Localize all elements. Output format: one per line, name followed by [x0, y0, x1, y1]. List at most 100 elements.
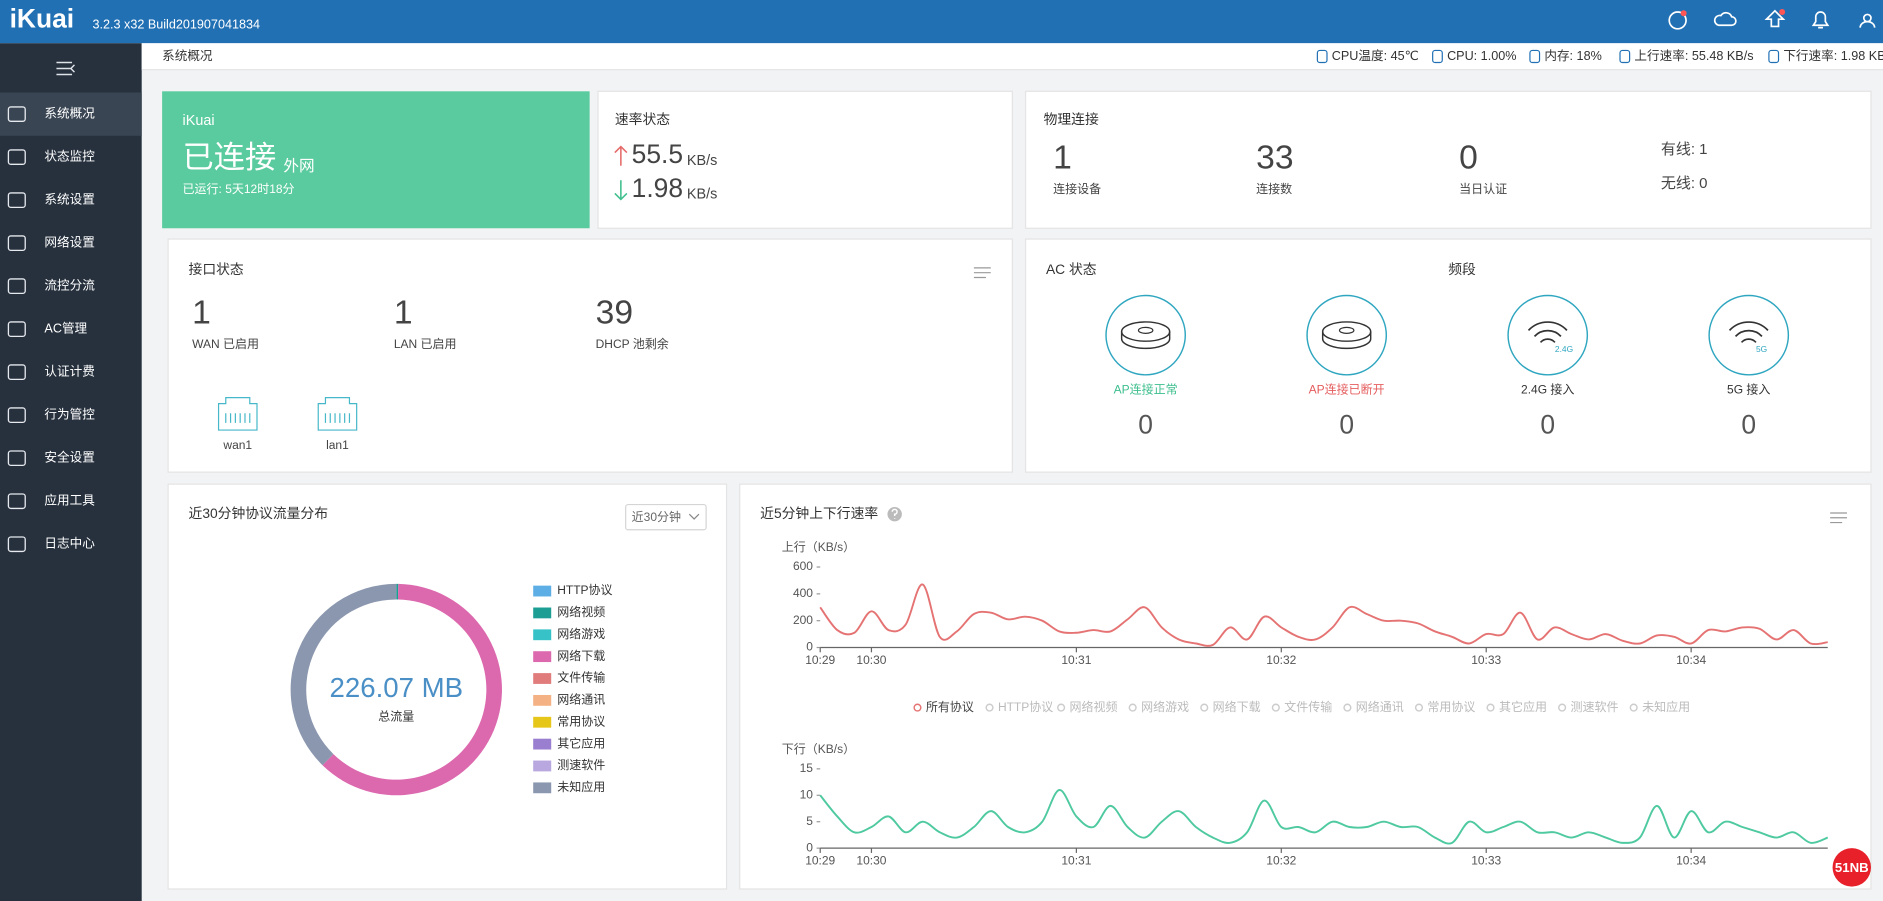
y-tick-label: 0	[806, 640, 813, 654]
unit: KB/s	[687, 186, 717, 202]
menu-item[interactable]: 流控分流	[44, 278, 95, 292]
speed-card	[739, 483, 1872, 890]
badge-dot	[1680, 10, 1687, 17]
legend-label[interactable]: HTTP协议	[998, 699, 1053, 714]
legend-label[interactable]: 网络游戏	[557, 626, 605, 641]
uptime: 已运行: 5天12时18分	[183, 182, 295, 196]
band-badge: 5G	[1756, 344, 1767, 354]
active-item	[0, 92, 142, 136]
legend-label[interactable]: 其它应用	[557, 735, 605, 750]
menu-item[interactable]: 应用工具	[44, 493, 95, 508]
menu-icon	[7, 321, 26, 338]
connection-card	[162, 91, 590, 229]
legend-label[interactable]: HTTP协议	[557, 582, 612, 597]
ac-label: AP连接正常	[1114, 382, 1178, 397]
top-icons	[1668, 9, 1876, 30]
legend-label[interactable]: 网络下载	[557, 648, 605, 663]
wireless: 无线: 0	[1661, 175, 1708, 192]
menu-item[interactable]: 网络设置	[44, 234, 94, 249]
legend-marker	[1057, 703, 1066, 712]
menu-item[interactable]: 行为管控	[44, 408, 95, 422]
interface-card	[167, 238, 1013, 473]
legend-label[interactable]: 网络游戏	[1141, 699, 1189, 714]
legend-label[interactable]: 网络视频	[1070, 699, 1118, 714]
legend-label[interactable]: 网络视频	[557, 604, 605, 619]
bell-icon[interactable]	[1811, 11, 1830, 29]
menu-icon	[7, 536, 26, 553]
legend-swatch	[533, 651, 552, 663]
legend-label[interactable]: 测速软件	[1571, 700, 1619, 714]
legend-swatch	[533, 629, 552, 641]
stat-value: 0	[1459, 140, 1478, 177]
legend-label[interactable]: 网络通讯	[1356, 699, 1404, 714]
menu-item[interactable]: 状态监控	[44, 149, 95, 163]
menu-item[interactable]: 系统概况	[44, 106, 95, 120]
router-icon	[1321, 331, 1372, 350]
stat-label: WAN 已启用	[192, 337, 259, 351]
legend-label[interactable]: 文件传输	[557, 670, 605, 685]
legend-label[interactable]: 未知应用	[557, 779, 605, 794]
stat-value: 1	[394, 295, 413, 332]
y-tick-label: 5	[806, 814, 813, 828]
stat-label: 连接设备	[1053, 181, 1101, 196]
ac-icon	[1708, 294, 1790, 376]
menu-item[interactable]: 认证计费	[44, 364, 94, 378]
menu-item[interactable]: 安全设置	[44, 450, 94, 465]
stat-value: 1	[192, 295, 211, 332]
ac-label: 2.4G 接入	[1521, 382, 1574, 397]
top-bar	[0, 0, 1883, 44]
port-label[interactable]: wan1	[222, 438, 252, 452]
card-title: 接口状态	[189, 261, 244, 277]
status-item: 上行速率: 55.48 KB/s	[1634, 48, 1753, 63]
upgrade-icon[interactable]	[1764, 9, 1786, 28]
menu-item[interactable]: 日志中心	[44, 537, 95, 551]
port-label[interactable]: lan1	[326, 438, 349, 452]
legend-label[interactable]: 测速软件	[557, 758, 605, 772]
stat-label: DHCP 池剩余	[596, 336, 669, 351]
legend-swatch	[533, 738, 552, 750]
status-icon	[1529, 49, 1541, 64]
legend-label[interactable]: 文件传输	[1284, 699, 1332, 714]
legend-label[interactable]: 常用协议	[557, 713, 605, 728]
band-badge: 2.4G	[1555, 344, 1573, 354]
user-icon[interactable]	[1859, 13, 1876, 28]
legend-label[interactable]: 网络下载	[1213, 699, 1261, 714]
legend-swatch	[533, 760, 552, 772]
legend-label[interactable]: 未知应用	[1642, 699, 1690, 714]
status-item: 内存: 18%	[1544, 49, 1601, 63]
legend-label[interactable]: 网络通讯	[557, 692, 605, 707]
status-items: CPU温度: 45℃ CPU: 1.00% 内存: 18% 上行速率: 55.48 K…	[1316, 48, 1883, 64]
up-rate: 55.5	[632, 139, 683, 169]
compass-icon[interactable]	[1668, 11, 1687, 30]
legend-label[interactable]: 所有协议	[926, 699, 974, 714]
donut-slice	[322, 583, 502, 796]
donut-slice	[396, 583, 399, 600]
legend-label[interactable]: 其它应用	[1499, 699, 1547, 714]
network: 外网	[283, 157, 314, 175]
menu-item[interactable]: 系统设置	[44, 192, 94, 206]
legend-label[interactable]: 常用协议	[1427, 699, 1475, 714]
menu-icon	[7, 364, 26, 381]
legend-swatch	[533, 673, 552, 684]
cloud-icon[interactable]	[1713, 11, 1737, 27]
menu-item[interactable]: AC管理	[44, 321, 87, 335]
donut-chart: HTTP协议网络视频网络游戏网络下载文件传输网络通讯常用协议其它应用测速软件未知…	[290, 582, 613, 796]
menu-icon[interactable]	[973, 267, 991, 279]
total-label: 总流量	[378, 709, 414, 723]
menu-icon	[7, 149, 26, 166]
series-line	[819, 789, 1829, 845]
x-tick-label: 10:33	[1471, 854, 1501, 868]
legend-swatch	[533, 694, 552, 706]
select[interactable]	[625, 503, 707, 531]
card-title: 物理连接	[1044, 111, 1099, 127]
collapse-icon[interactable]	[56, 61, 75, 76]
status-icon	[1768, 49, 1780, 64]
menu-icon[interactable]	[1830, 512, 1847, 524]
menu-icon	[7, 450, 26, 467]
chevron	[688, 513, 700, 520]
legend-marker	[913, 703, 922, 712]
menu-icon	[7, 106, 26, 122]
status-icon	[1432, 49, 1443, 64]
up-arrow	[614, 145, 628, 166]
